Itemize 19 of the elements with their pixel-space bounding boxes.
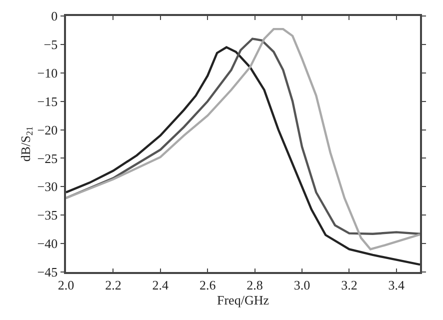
x-tick-label: 2.2 [105,277,122,292]
x-tick-label: 3.4 [388,277,406,292]
y-tick-label: −10 [37,65,58,80]
y-tick-label: −25 [37,150,58,166]
x-tick-label: 3.2 [341,277,358,292]
x-axis-title: Freq/GHz [217,292,270,308]
x-tick-label: 2.4 [152,277,170,292]
y-tick-label: −20 [37,122,58,138]
y-tick-label: −35 [37,208,58,223]
y-tick-label: 0 [51,8,58,24]
y-tick-label: −15 [37,94,58,109]
y-tick-label: −5 [44,36,58,52]
y-tick-label: −30 [37,179,58,194]
y-tick-label: −45 [37,264,58,280]
x-tick-label: 2.0 [58,277,74,292]
x-tick-label: 2.6 [199,277,216,292]
y-tick-label: −40 [37,236,58,252]
x-tick-label: 3.0 [294,277,310,292]
x-tick-label: 2.8 [246,277,263,292]
